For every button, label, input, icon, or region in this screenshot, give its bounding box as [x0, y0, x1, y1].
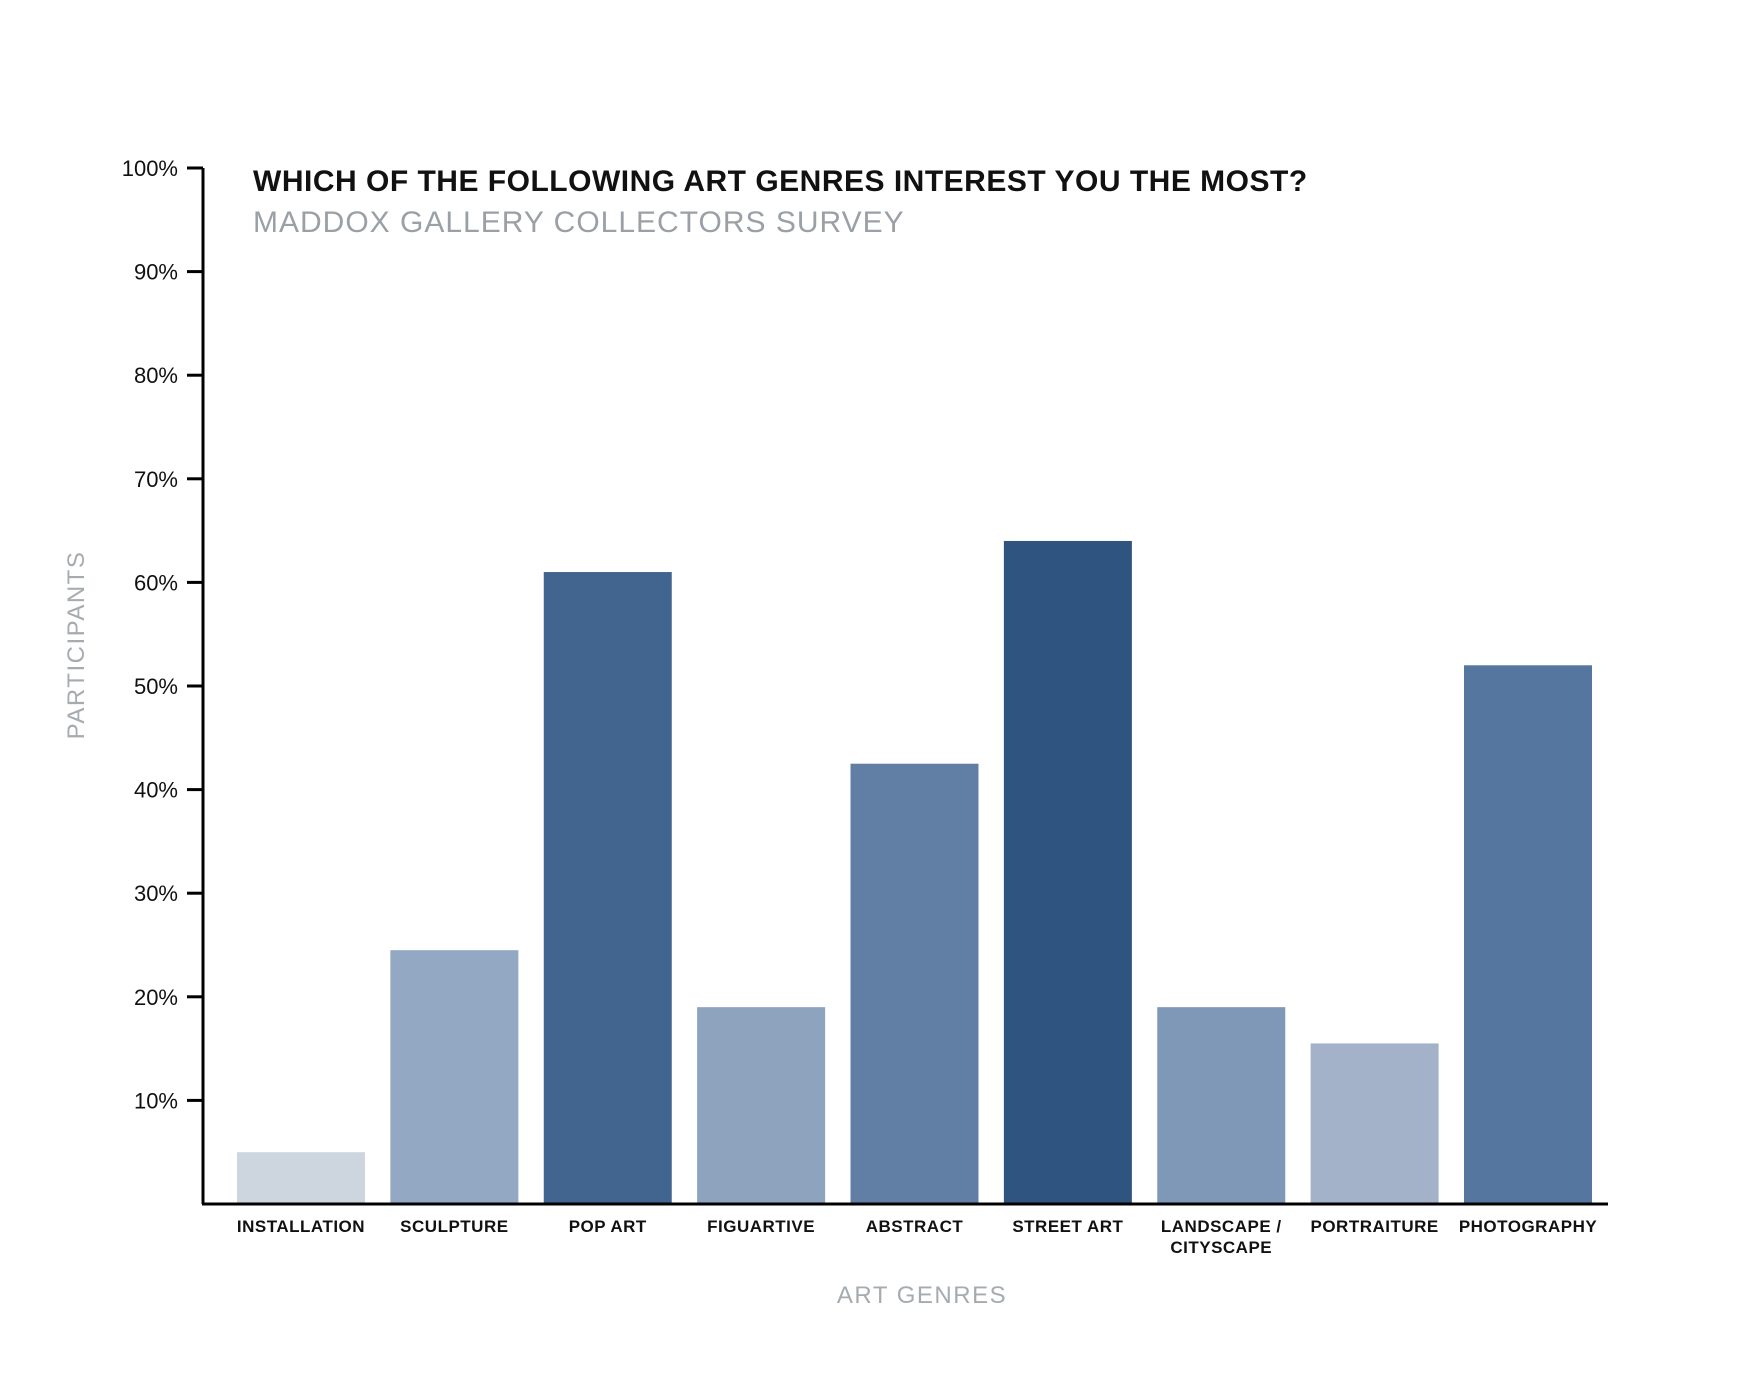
x-tick-label: FIGUARTIVE	[707, 1217, 815, 1236]
y-tick-label: 50%	[134, 674, 178, 699]
x-tick-label: STREET ART	[1012, 1217, 1123, 1236]
bar	[850, 763, 979, 1204]
y-ticks: 10% 20% 30% 40% 50% 60% 70% 80% 90% 100%	[122, 156, 203, 1113]
y-tick-label: 30%	[134, 881, 178, 906]
y-tick-label: 100%	[122, 156, 178, 181]
bar	[1310, 1043, 1439, 1204]
x-tick-label: ABSTRACT	[866, 1217, 964, 1236]
x-tick-label: POP ART	[569, 1217, 647, 1236]
chart-title: WHICH OF THE FOLLOWING ART GENRES INTERE…	[253, 165, 1308, 198]
bar	[697, 1007, 826, 1204]
x-axis-title: ART GENRES	[837, 1282, 1007, 1309]
bar	[237, 1152, 365, 1204]
bar	[1157, 1007, 1286, 1204]
x-tick-label: PHOTOGRAPHY	[1459, 1217, 1598, 1236]
y-tick-label: 70%	[134, 467, 178, 492]
bar	[1003, 540, 1132, 1204]
y-tick-label: 10%	[134, 1088, 178, 1113]
chart-subtitle: MADDOX GALLERY COLLECTORS SURVEY	[253, 206, 905, 239]
y-tick-label: 60%	[134, 570, 178, 595]
y-tick-label: 20%	[134, 985, 178, 1010]
y-tick-label: 80%	[134, 363, 178, 388]
bar	[543, 572, 672, 1204]
y-tick-label: 90%	[134, 260, 178, 285]
y-tick-label: 40%	[134, 778, 178, 803]
x-tick-labels: INSTALLATION SCULPTURE POP ART FIGUARTIVE AB…	[237, 1217, 1597, 1257]
x-tick-label: PORTRAITURE	[1310, 1217, 1438, 1236]
x-tick-label: SCULPTURE	[400, 1217, 508, 1236]
bar	[1464, 665, 1592, 1204]
bars-layer	[237, 540, 1592, 1204]
x-tick-label: LANDSCAPE /	[1161, 1217, 1282, 1236]
x-tick-label: INSTALLATION	[237, 1217, 365, 1236]
y-axis-title: PARTICIPANTS	[63, 551, 90, 740]
x-tick-label: CITYSCAPE	[1170, 1238, 1272, 1257]
bar	[390, 950, 519, 1204]
